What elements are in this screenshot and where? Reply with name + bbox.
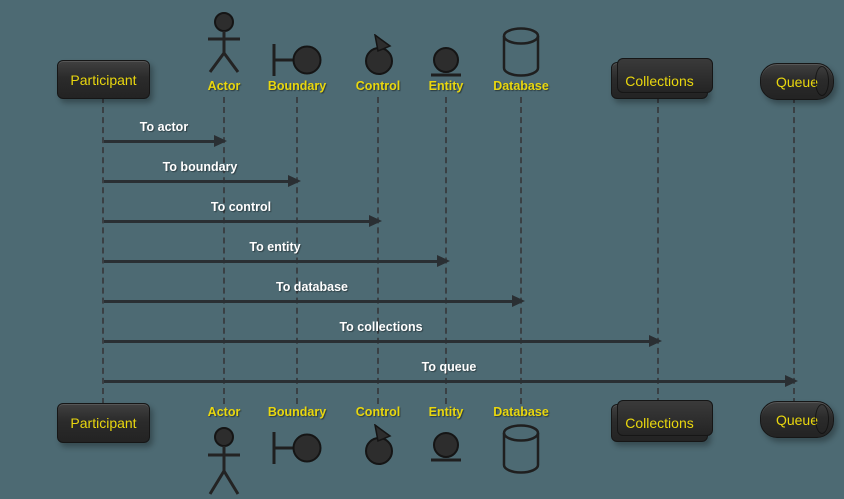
participant-label: Participant [70,71,137,88]
entity-label: Entity [428,405,464,419]
collections-label: Collections [625,415,694,431]
queue-node-bottom: Queue [760,401,834,438]
actor-label: Actor [207,405,241,419]
control-label: Control [355,79,401,93]
boundary-label: Boundary [267,405,327,419]
entity-icon [429,46,463,78]
lifeline-actor [223,97,225,404]
boundary-icon [271,42,322,78]
message-arrow-line [104,220,369,223]
lifeline-queue [793,97,795,404]
lifeline-collections [657,97,659,404]
database-icon [501,27,541,77]
message-arrow-line [104,140,215,143]
collections-label: Collections [625,72,694,89]
message-arrow-line [104,180,288,183]
lifeline-boundary [296,97,298,404]
participant-label: Participant [70,415,137,431]
lifeline-database [520,97,522,404]
message-arrow-line [104,300,512,303]
participant-node-top: Participant [57,60,150,99]
actor-icon [202,11,246,75]
message-arrowhead-icon [649,335,662,347]
control-icon [362,34,396,76]
queue-node-top: Queue [760,63,834,100]
message-arrow-line [104,380,785,383]
actor-label: Actor [207,79,241,93]
collections-node-bottom: Collections [611,400,713,442]
message-label: To queue [421,360,477,374]
message-label: To entity [249,240,301,254]
entity-icon [429,431,463,463]
message-arrowhead-icon [785,375,798,387]
boundary-label: Boundary [267,79,327,93]
message-arrowhead-icon [288,175,301,187]
lifeline-entity [445,97,447,404]
control-label: Control [355,405,401,419]
message-label: To actor [139,120,189,134]
entity-label: Entity [428,79,464,93]
message-arrow-line [104,260,437,263]
lifeline-participant [102,97,104,404]
message-label: To boundary [162,160,238,174]
database-label: Database [493,79,549,93]
message-label: To database [275,280,349,294]
database-icon [501,424,541,474]
queue-label: Queue [775,411,819,428]
actor-icon [202,426,246,497]
message-label: To control [210,200,272,214]
control-icon [362,424,396,466]
lifeline-control [377,97,379,404]
message-arrowhead-icon [214,135,227,147]
message-arrowhead-icon [512,295,525,307]
collections-node-top: Collections [611,58,713,99]
message-label: To collections [339,320,423,334]
queue-label: Queue [775,73,819,90]
message-arrowhead-icon [437,255,450,267]
message-arrow-line [104,340,649,343]
message-arrowhead-icon [369,215,382,227]
participant-node-bottom: Participant [57,403,150,443]
boundary-icon [271,430,322,466]
database-label: Database [493,405,549,419]
